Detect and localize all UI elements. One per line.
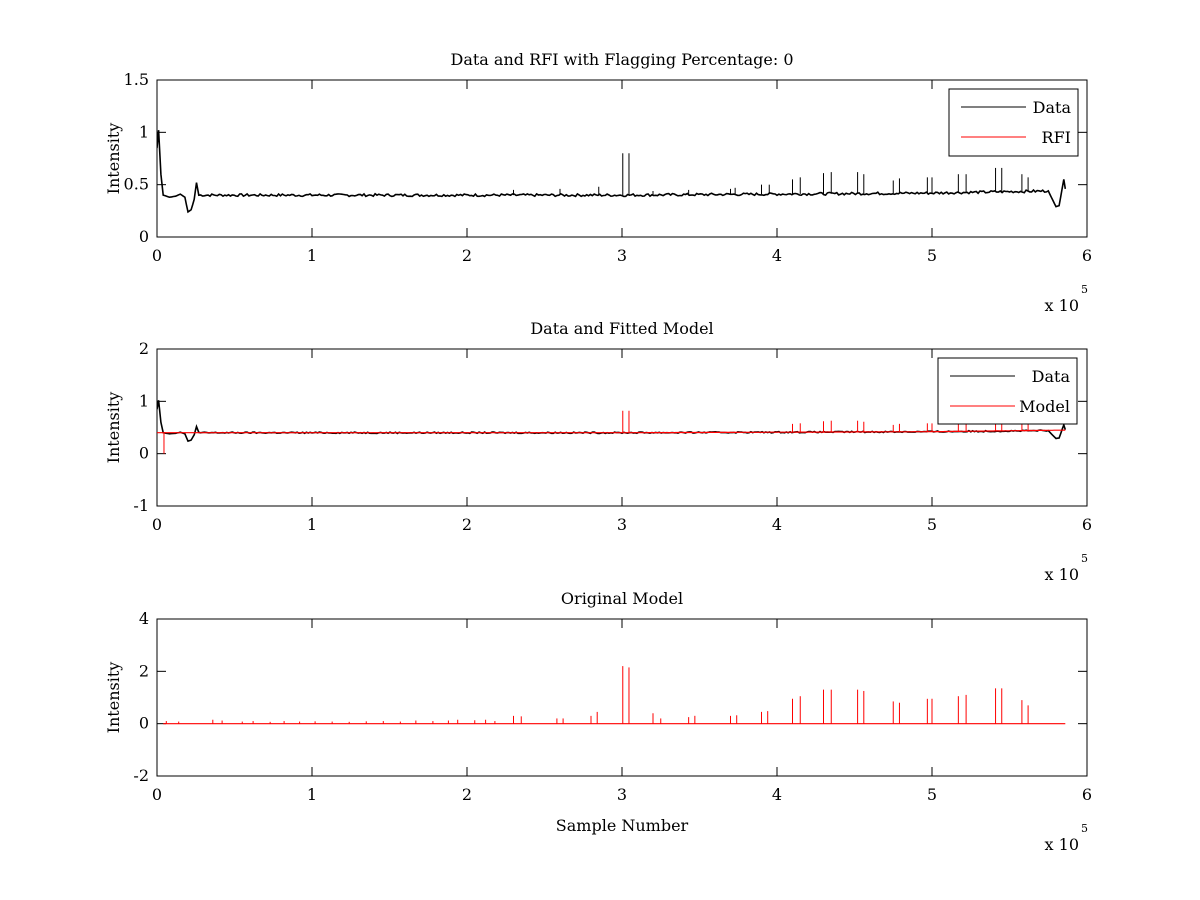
y-tick-label: 1.5 (124, 70, 149, 89)
y-tick-label: 0.5 (124, 175, 149, 194)
x-tick-label: 2 (462, 785, 472, 804)
x-tick-label: 2 (462, 246, 472, 265)
y-tick-label: 2 (139, 661, 149, 680)
legend-entry: Model (1019, 397, 1070, 416)
y-axis-label: Intensity (104, 662, 123, 734)
x-tick-label: 2 (462, 515, 472, 534)
x-tick-label: 1 (307, 785, 317, 804)
y-tick-label: 0 (139, 227, 149, 246)
x-tick-label: 6 (1082, 246, 1092, 265)
x-tick-label: 4 (772, 515, 782, 534)
panel-original-model: Original Model Intensity Sample Number 0 1 2 3… (104, 589, 1092, 854)
legend: Data Model (937, 357, 1078, 425)
x-tick-label: 4 (772, 246, 782, 265)
series-group (157, 130, 1067, 214)
y-tick-label: 4 (139, 609, 149, 628)
x-tick-label: 5 (927, 246, 937, 265)
y-tick-label: 0 (139, 444, 149, 463)
x-tick-exponent: 5 (1081, 283, 1088, 296)
chart-title: Original Model (561, 589, 683, 608)
x-tick-multiplier: x 10 (1045, 296, 1079, 315)
x-tick-label: 1 (307, 246, 317, 265)
legend-entry: Data (1033, 98, 1072, 117)
x-axis-label: Sample Number (556, 816, 689, 835)
x-tick-label: 6 (1082, 515, 1092, 534)
x-tick-multiplier: x 10 (1045, 565, 1079, 584)
x-tick-label: 3 (617, 785, 627, 804)
legend-box (937, 357, 1078, 425)
y-tick-label: 2 (139, 339, 149, 358)
x-tick-exponent: 5 (1081, 552, 1088, 565)
x-tick-label: 6 (1082, 785, 1092, 804)
plot-area (156, 618, 1088, 777)
x-tick-label: 3 (617, 515, 627, 534)
series-group (163, 666, 1066, 725)
chart-title: Data and RFI with Flagging Percentage: 0 (450, 50, 793, 69)
series-group (157, 400, 1067, 454)
x-tick-label: 0 (152, 515, 162, 534)
panel-fitted-model: Data and Fitted Model Intensity 0 1 2 3 4 5 6 x 1… (104, 319, 1092, 584)
x-tick-label: 4 (772, 785, 782, 804)
y-tick-label: -2 (133, 766, 149, 785)
series-line (157, 130, 1067, 214)
x-tick-exponent: 5 (1081, 822, 1088, 835)
y-axis-label: Intensity (104, 123, 123, 195)
chart-title: Data and Fitted Model (530, 319, 713, 338)
x-tick-label: 5 (927, 785, 937, 804)
legend-entry: Data (1032, 367, 1071, 386)
x-tick-label: 1 (307, 515, 317, 534)
panel-rfi: Data and RFI with Flagging Percentage: 0… (104, 50, 1092, 315)
y-tick-label: 1 (139, 122, 149, 141)
y-tick-label: -1 (133, 496, 149, 515)
legend: Data RFI (948, 88, 1079, 157)
y-tick-label: 0 (139, 714, 149, 733)
x-tick-label: 3 (617, 246, 627, 265)
legend-entry: RFI (1042, 128, 1071, 147)
legend-box (948, 88, 1079, 157)
x-tick-label: 0 (152, 785, 162, 804)
x-tick-label: 5 (927, 515, 937, 534)
x-tick-multiplier: x 10 (1045, 835, 1079, 854)
y-axis-label: Intensity (104, 392, 123, 464)
y-tick-label: 1 (139, 391, 149, 410)
x-tick-label: 0 (152, 246, 162, 265)
series-line (157, 429, 1066, 434)
plot-area (156, 79, 1088, 238)
